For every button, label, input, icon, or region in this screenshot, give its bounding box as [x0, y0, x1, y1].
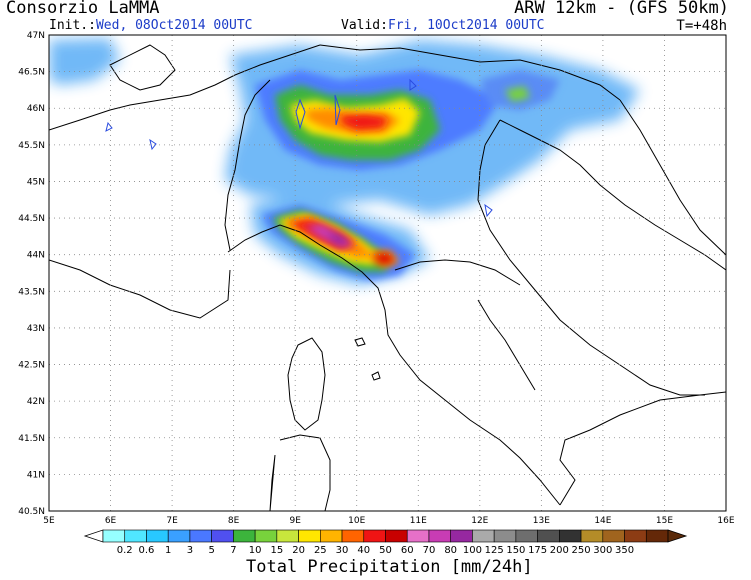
legend-swatch: [189, 529, 212, 543]
latitude-tick-label: 46N: [27, 104, 45, 114]
latitude-labels: 47N 46.5N 46N 45.5N 45N 44.5N 44N 43.5N 43N 42.5N…: [18, 31, 45, 517]
longitude-tick-label: 15E: [656, 516, 673, 526]
legend-swatch: [254, 529, 278, 543]
legend-level-label: 25: [314, 545, 327, 556]
legend-swatch: [385, 529, 408, 543]
map-frame: [48, 34, 727, 512]
legend-level-label: 1: [165, 545, 171, 556]
legend-swatch: [537, 529, 560, 543]
legend-level-label: 175: [528, 545, 547, 556]
valid-label: Valid:: [341, 18, 388, 33]
legend-swatch: [450, 529, 473, 543]
valid-value: Fri, 10Oct2014 00UTC: [387, 18, 545, 33]
legend-level-label: 200: [550, 545, 569, 556]
latitude-tick-label: 43.5N: [18, 287, 45, 297]
legend-swatch: [493, 529, 517, 543]
latitude-tick-label: 45N: [27, 177, 45, 187]
precipitation-legend: 0.2 0.6 1 3 5 7 10 15 20 25 30 40 50 60 70 80 100 125 150 1…: [83, 529, 688, 556]
legend-level-label: 125: [485, 545, 504, 556]
latitude-tick-label: 42N: [27, 397, 45, 407]
latitude-tick-label: 41N: [27, 470, 45, 480]
init-time: Init.:Wed, 08Oct2014 00UTC: [49, 18, 253, 33]
legend-title: Total Precipitation [mm/24h]: [246, 557, 533, 577]
legend-level-label: 10: [249, 545, 262, 556]
legend-level-label: 20: [292, 545, 305, 556]
init-value: Wed, 08Oct2014 00UTC: [95, 18, 253, 33]
legend-level-label: 250: [572, 545, 591, 556]
legend-level-label: 300: [593, 545, 612, 556]
legend-swatch: [124, 529, 147, 543]
latitude-tick-label: 46.5N: [18, 68, 45, 78]
legend-level-label: 5: [208, 545, 214, 556]
legend-swatch: [167, 529, 191, 543]
legend-swatch: [515, 529, 538, 543]
legend-level-label: 50: [379, 545, 392, 556]
legend-level-label: 40: [357, 545, 370, 556]
longitude-tick-label: 13E: [533, 516, 550, 526]
longitude-tick-label: 8E: [228, 516, 240, 526]
legend-swatch: [102, 529, 126, 543]
init-label: Init.:: [49, 18, 96, 33]
legend-arrow-right: [667, 529, 688, 543]
legend-swatch: [146, 529, 169, 543]
latitude-tick-label: 45.5N: [18, 141, 45, 151]
legend-swatch: [645, 529, 669, 543]
latitude-tick-label: 42.5N: [18, 361, 45, 371]
legend-swatch: [559, 529, 582, 543]
latitude-tick-label: 47N: [27, 31, 45, 41]
legend-level-label: 30: [336, 545, 349, 556]
longitude-tick-label: 10E: [348, 516, 365, 526]
legend-swatch: [602, 529, 625, 543]
legend-swatch: [341, 529, 365, 543]
legend-swatch: [233, 529, 256, 543]
legend-swatch: [320, 529, 343, 543]
legend-level-label: 150: [506, 545, 525, 556]
legend-level-label: 0.6: [139, 545, 155, 556]
latitude-tick-label: 44.5N: [18, 214, 45, 224]
longitude-tick-label: 12E: [471, 516, 488, 526]
legend-arrow-left: [83, 529, 104, 543]
legend-swatch: [363, 529, 386, 543]
organization-title: Consorzio LaMMA: [6, 0, 160, 18]
latitude-tick-label: 44N: [27, 251, 45, 261]
legend-level-label: 0.2: [117, 545, 133, 556]
longitude-tick-label: 16E: [717, 516, 734, 526]
legend-swatch: [406, 529, 430, 543]
legend-level-label: 350: [615, 545, 634, 556]
legend-level-label: 15: [270, 545, 283, 556]
legend-level-label: 7: [230, 545, 236, 556]
latitude-tick-label: 40.5N: [18, 507, 45, 517]
lakes: [105, 78, 493, 218]
legend-swatch: [472, 529, 495, 543]
legend-swatch: [428, 529, 451, 543]
longitude-tick-label: 11E: [410, 516, 427, 526]
precipitation-field: [49, 38, 640, 285]
forecast-hour: T=+48h: [676, 18, 727, 34]
legend-level-label: 60: [401, 545, 414, 556]
longitude-labels: 5E 6E 7E 8E 9E 10E 11E 12E 13E 14E 15E 16E: [43, 516, 735, 526]
latitude-tick-label: 43N: [27, 324, 45, 334]
legend-level-label: 100: [463, 545, 482, 556]
latitude-tick-label: 41.5N: [18, 434, 45, 444]
valid-time: Valid:Fri, 10Oct2014 00UTC: [341, 18, 545, 33]
legend-swatch: [276, 529, 299, 543]
longitude-tick-label: 9E: [289, 516, 301, 526]
legend-level-label: 70: [423, 545, 436, 556]
coastlines-borders: [49, 44, 726, 511]
legend-level-label: 80: [444, 545, 457, 556]
longitude-tick-label: 7E: [166, 516, 178, 526]
model-title: ARW 12km - (GFS 50km): [514, 0, 729, 18]
legend-swatch: [298, 529, 321, 543]
longitude-tick-label: 14E: [594, 516, 611, 526]
longitude-tick-label: 5E: [43, 516, 55, 526]
legend-swatch: [580, 529, 604, 543]
longitude-tick-label: 6E: [105, 516, 117, 526]
legend-swatch: [211, 529, 234, 543]
legend-swatch: [624, 529, 647, 543]
legend-level-label: 3: [187, 545, 193, 556]
